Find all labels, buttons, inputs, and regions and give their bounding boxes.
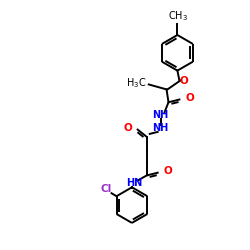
Text: HN: HN: [126, 178, 142, 188]
Text: NH: NH: [152, 110, 169, 120]
Text: NH: NH: [152, 123, 169, 133]
Text: O: O: [185, 93, 194, 103]
Text: O: O: [123, 123, 132, 133]
Text: CH$_3$: CH$_3$: [168, 9, 188, 23]
Text: O: O: [164, 166, 172, 176]
Text: H$_3$C: H$_3$C: [126, 76, 147, 90]
Text: Cl: Cl: [101, 184, 112, 194]
Text: O: O: [180, 76, 189, 86]
